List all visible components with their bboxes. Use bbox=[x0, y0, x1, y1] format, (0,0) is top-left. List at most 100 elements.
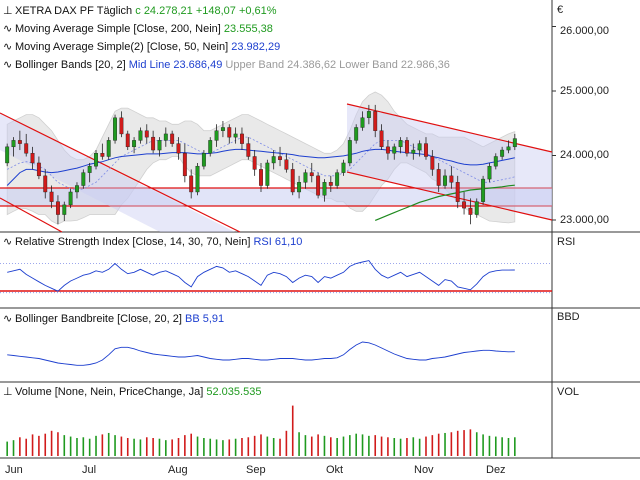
bbd-layer bbox=[7, 341, 515, 366]
candle-body bbox=[462, 201, 467, 209]
month-label-jun: Jun bbox=[5, 464, 23, 476]
volume-bar bbox=[387, 437, 389, 456]
volume-legend[interactable]: ⊥ Volume [None, Nein, PriceChange, Ja] 52… bbox=[3, 386, 261, 399]
volume-bar bbox=[95, 435, 97, 456]
change-abs: +148,07 bbox=[195, 5, 236, 17]
volume-bar bbox=[222, 440, 224, 456]
candle-body bbox=[303, 172, 308, 183]
volume-bar bbox=[444, 432, 446, 456]
volume-bar bbox=[19, 437, 21, 456]
candle-body bbox=[17, 140, 22, 144]
candle-body bbox=[163, 133, 168, 141]
candle-body bbox=[182, 153, 187, 177]
candle-body bbox=[68, 191, 73, 206]
candle-body bbox=[259, 169, 263, 186]
candle-body bbox=[322, 182, 327, 196]
bbd-axis-label: BBD bbox=[557, 311, 580, 323]
ma50-legend[interactable]: ∿ Moving Average Simple(2) [Close, 50, Ne… bbox=[3, 41, 280, 54]
candle-body bbox=[49, 191, 54, 202]
close-value: 24.278,21 bbox=[143, 5, 193, 17]
candle-body bbox=[106, 140, 111, 157]
volume-bar bbox=[69, 436, 72, 456]
rsi-value: RSI 61,10 bbox=[253, 236, 303, 248]
line-icon: ∿ bbox=[3, 41, 13, 53]
candle-body bbox=[151, 136, 156, 151]
candle-body bbox=[379, 130, 384, 148]
candle-body bbox=[284, 159, 289, 170]
volume-bar bbox=[31, 434, 34, 456]
volume-bar bbox=[285, 430, 288, 456]
candle-body bbox=[455, 182, 460, 202]
volume-value: 52.035.535 bbox=[206, 386, 262, 398]
candle-body bbox=[309, 172, 314, 177]
close-prefix: c bbox=[135, 5, 141, 17]
ma200-legend[interactable]: ∿ Moving Average Simple [Close, 200, Nein… bbox=[3, 23, 273, 36]
volume-bar bbox=[6, 441, 8, 456]
rsi-legend[interactable]: ∿ Relative Strength Index [Close, 14, 30,… bbox=[3, 236, 302, 249]
volume-bar bbox=[158, 438, 161, 456]
volume-bar bbox=[209, 438, 212, 456]
candle-body bbox=[411, 149, 416, 154]
bb-lower: Lower Band 22.986,36 bbox=[339, 59, 450, 71]
volume-bar bbox=[247, 437, 250, 456]
volume-bar bbox=[349, 435, 351, 456]
volume-bar bbox=[107, 432, 110, 456]
volume-bar bbox=[253, 435, 256, 456]
ma200-value: 23.555,38 bbox=[223, 23, 273, 35]
volume-bar bbox=[114, 435, 116, 456]
volume-bar bbox=[241, 438, 243, 456]
downtrend-line-left-upper bbox=[0, 112, 241, 233]
candle-body bbox=[43, 175, 48, 193]
candle-body bbox=[132, 140, 137, 148]
volume-bar bbox=[266, 436, 269, 456]
volume-bar bbox=[76, 438, 78, 456]
bb-label: Bollinger Bands [20, 2] bbox=[15, 59, 126, 71]
candle-body bbox=[252, 156, 257, 170]
volume-bar bbox=[393, 438, 396, 456]
volume-bar bbox=[279, 438, 281, 456]
candle-body bbox=[170, 133, 175, 144]
rsi-line bbox=[7, 260, 515, 292]
volume-bar bbox=[177, 438, 180, 456]
candle-body bbox=[5, 146, 10, 164]
volume-bar bbox=[171, 439, 173, 456]
change-pct: +0,61% bbox=[238, 5, 277, 17]
downtrend-line-right-upper bbox=[346, 103, 553, 153]
candle-body bbox=[138, 130, 143, 141]
candlestick-icon: ⊥ bbox=[3, 5, 13, 17]
candle-body bbox=[347, 140, 352, 164]
volume-bar bbox=[336, 438, 338, 456]
panel-frames bbox=[0, 0, 640, 459]
bb-upper: Upper Band 24.386,62 bbox=[225, 59, 337, 71]
month-label-dez: Dez bbox=[486, 464, 506, 476]
volume-bar bbox=[463, 430, 465, 456]
volume-bar bbox=[361, 434, 364, 456]
candle-body bbox=[398, 140, 403, 148]
bb-legend[interactable]: ∿ Bollinger Bands [20, 2] Mid Line 23.686… bbox=[3, 59, 450, 72]
candle-body bbox=[449, 175, 454, 183]
volume-bar bbox=[126, 438, 129, 456]
bbd-legend[interactable]: ∿ Bollinger Bandbreite [Close, 20, 2] BB … bbox=[3, 313, 224, 326]
volume-bar bbox=[50, 430, 53, 456]
volume-bar bbox=[291, 405, 294, 456]
candle-body bbox=[354, 127, 359, 141]
volume-bar bbox=[272, 438, 275, 456]
volume-bar bbox=[88, 438, 91, 456]
volume-bar bbox=[165, 440, 167, 456]
candle-body bbox=[195, 165, 200, 193]
volume-bar bbox=[431, 435, 434, 456]
ma200-line bbox=[374, 184, 515, 221]
ma50-line bbox=[6, 148, 515, 186]
candle-body bbox=[430, 156, 435, 170]
volume-bar bbox=[152, 438, 154, 456]
volume-bar bbox=[475, 432, 478, 456]
volume-bar bbox=[501, 437, 503, 456]
candle-body bbox=[119, 117, 124, 135]
price-tick-24000: 24.000,00 bbox=[560, 149, 609, 161]
candle-body bbox=[75, 185, 79, 193]
candle-body bbox=[189, 175, 194, 193]
candle-body bbox=[233, 133, 238, 138]
volume-bar bbox=[190, 433, 192, 456]
candle-body bbox=[392, 146, 397, 154]
